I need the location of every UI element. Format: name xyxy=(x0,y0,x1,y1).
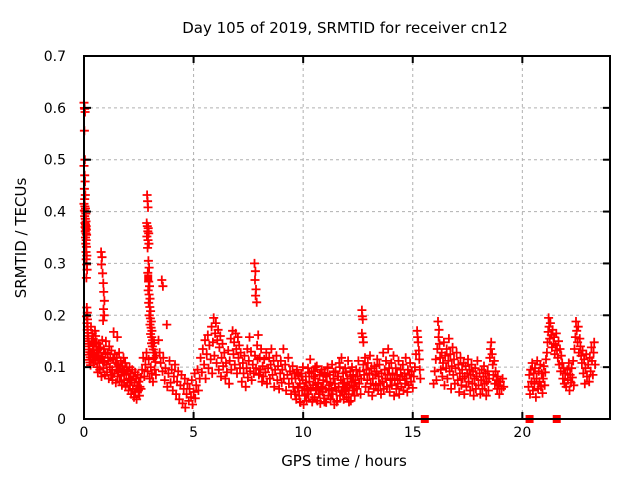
svg-text:0: 0 xyxy=(80,425,89,441)
svg-text:0.4: 0.4 xyxy=(44,205,66,221)
x-axis-label: GPS time / hours xyxy=(281,452,407,470)
svg-text:15: 15 xyxy=(404,425,422,441)
svg-text:0.2: 0.2 xyxy=(44,308,66,324)
axis-ticks xyxy=(83,55,610,420)
grid-lines xyxy=(84,56,610,419)
y-axis-label: SRMTID / TECUs xyxy=(12,178,30,299)
svg-text:0.1: 0.1 xyxy=(44,360,66,376)
svg-text:0.6: 0.6 xyxy=(44,101,66,117)
chart-title: Day 105 of 2019, SRMTID for receiver cn1… xyxy=(182,19,508,37)
svg-text:5: 5 xyxy=(189,425,198,441)
y-tick-labels: 0 0.1 0.2 0.3 0.4 0.5 0.6 0.7 xyxy=(44,49,66,428)
plot-border xyxy=(83,55,611,420)
svg-text:0.3: 0.3 xyxy=(44,256,66,272)
svg-text:20: 20 xyxy=(513,425,531,441)
svg-text:0.7: 0.7 xyxy=(44,49,66,65)
svg-text:0: 0 xyxy=(57,412,66,428)
svg-text:10: 10 xyxy=(294,425,312,441)
x-tick-labels: 0 5 10 15 20 xyxy=(80,425,532,441)
scatter-points xyxy=(79,98,600,413)
svg-text:0.5: 0.5 xyxy=(44,153,66,169)
